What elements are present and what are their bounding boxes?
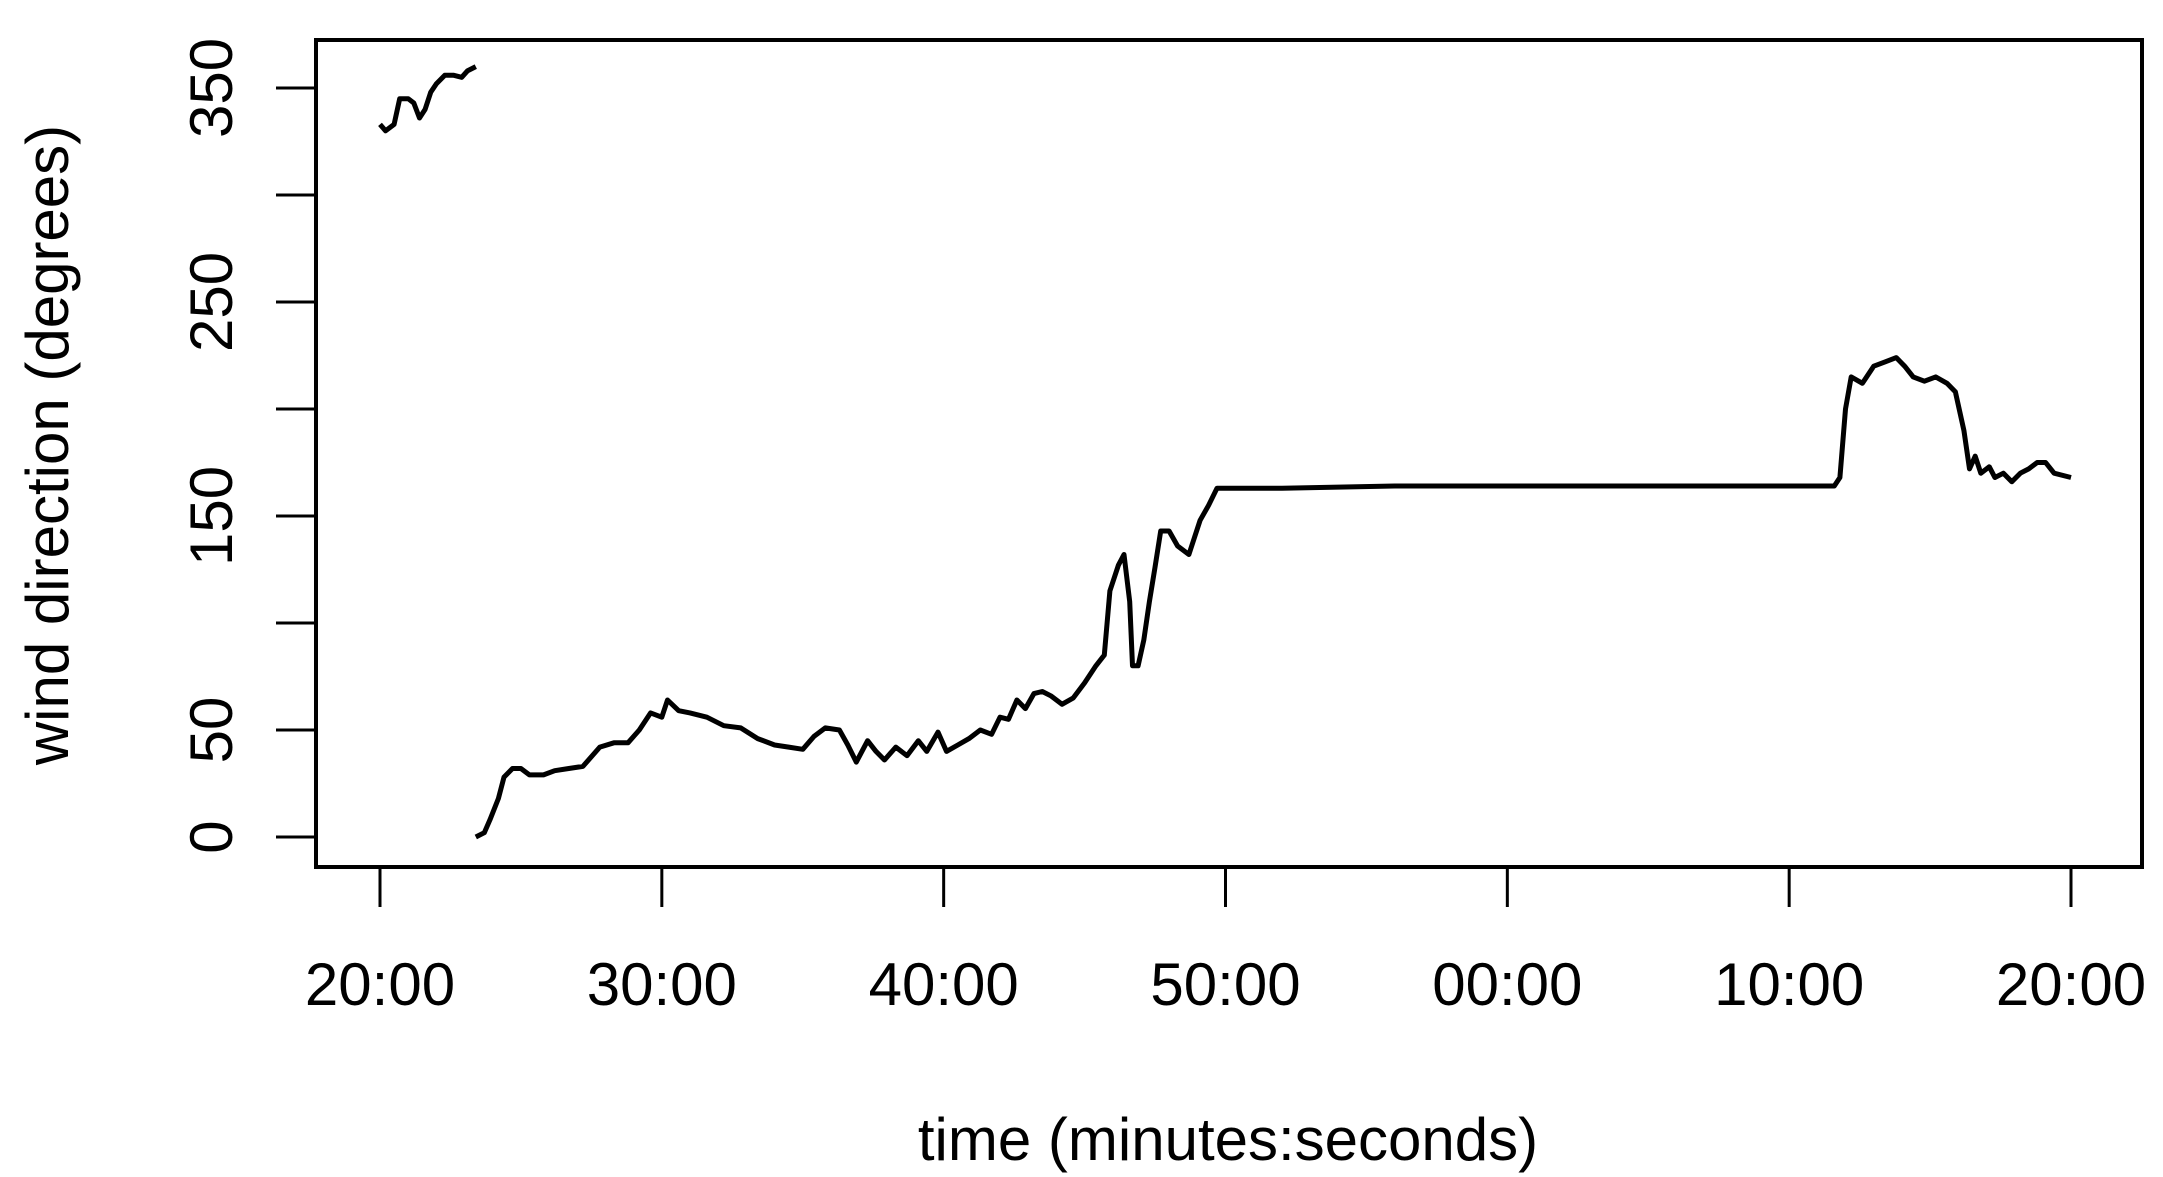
x-tick-label: 50:00 <box>1150 951 1300 1018</box>
x-tick-label: 20:00 <box>1996 951 2146 1018</box>
y-tick-label: 250 <box>178 252 245 352</box>
y-tick-label: 150 <box>178 466 245 566</box>
x-tick-label: 40:00 <box>869 951 1019 1018</box>
series-line-1 <box>378 64 477 134</box>
x-axis: 20:00 30:00 40:00 50:00 00:00 10:00 20:00 <box>305 865 2146 1018</box>
series-line-2 <box>474 355 2072 840</box>
plot-frame <box>314 38 2144 869</box>
x-tick-label: 20:00 <box>305 951 455 1018</box>
y-axis-title: wind direction (degrees) <box>14 125 81 766</box>
y-axis: 0 50 150 250 350 <box>178 38 318 854</box>
x-tick-label: 10:00 <box>1714 951 1864 1018</box>
y-tick-label: 50 <box>178 697 245 764</box>
y-tick-label: 0 <box>178 820 245 853</box>
x-axis-title: time (minutes:seconds) <box>918 1106 1538 1173</box>
y-tick-label: 350 <box>178 38 245 138</box>
x-tick-label: 30:00 <box>587 951 737 1018</box>
x-tick-label: 00:00 <box>1432 951 1582 1018</box>
series-layer <box>378 64 2072 840</box>
